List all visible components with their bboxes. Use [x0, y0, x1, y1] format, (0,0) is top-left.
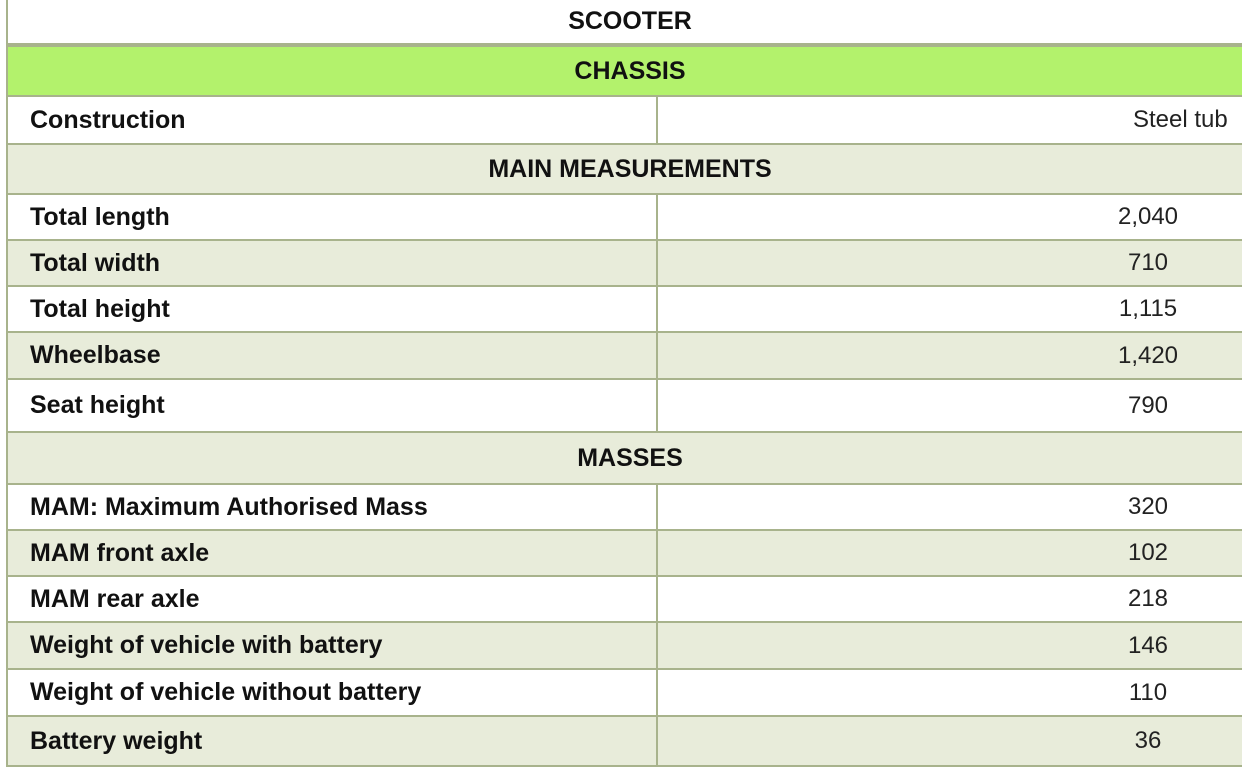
column-divider [656, 97, 658, 143]
row-value: 2,040 [1117, 203, 1179, 230]
title-row: SCOOTER [8, 0, 1242, 47]
data-row: MAM front axle 102 [8, 531, 1242, 577]
row-label: MAM rear axle [30, 584, 200, 613]
column-divider [656, 717, 658, 765]
row-label: Total length [30, 202, 170, 231]
row-value: 1,420 [1117, 341, 1179, 369]
data-row: Total length 2,040 [8, 195, 1242, 241]
data-row: MAM: Maximum Authorised Mass 320 [8, 485, 1242, 531]
section-title: CHASSIS [574, 56, 686, 85]
row-label: Total height [30, 294, 170, 323]
row-label: MAM front axle [30, 538, 210, 567]
column-divider [656, 333, 658, 378]
data-row: MAM rear axle 218 [8, 577, 1242, 623]
row-value: 146 [1127, 631, 1169, 659]
data-row: Seat height 790 [8, 380, 1242, 433]
row-value: 110 [1128, 678, 1168, 706]
left-border [6, 0, 8, 767]
section-row: CHASSIS [8, 47, 1242, 97]
row-label: Battery weight [30, 726, 203, 755]
data-row: Weight of vehicle with battery 146 [8, 623, 1242, 670]
row-value: 320 [1127, 493, 1169, 520]
column-divider [656, 380, 658, 431]
data-row: Wheelbase 1,420 [8, 333, 1242, 380]
data-row: Construction Steel tub [8, 97, 1242, 145]
column-divider [656, 287, 658, 331]
section-row: MAIN MEASUREMENTS [8, 145, 1242, 195]
data-row: Total height 1,115 [8, 287, 1242, 333]
column-divider [656, 623, 658, 668]
row-label: Total width [30, 248, 161, 277]
column-divider [656, 241, 658, 285]
data-row: Battery weight 36 [8, 717, 1242, 767]
column-divider [656, 195, 658, 239]
row-value: 102 [1127, 539, 1169, 566]
row-label: Weight of vehicle with battery [30, 631, 383, 659]
table-title: SCOOTER [568, 7, 692, 35]
row-value: 710 [1127, 249, 1169, 276]
row-value: 1,115 [1118, 295, 1178, 322]
data-row: Total width 710 [8, 241, 1242, 287]
section-title: MAIN MEASUREMENTS [488, 154, 772, 183]
section-row: MASSES [8, 433, 1242, 485]
column-divider [656, 485, 658, 529]
data-row: Weight of vehicle without battery 110 [8, 670, 1242, 717]
row-label: Construction [30, 105, 186, 134]
column-divider [656, 670, 658, 715]
row-value: 36 [1134, 727, 1162, 754]
section-title: MASSES [577, 443, 683, 472]
row-value: 790 [1127, 391, 1169, 419]
row-label: Seat height [30, 391, 165, 419]
row-value: Steel tub [1133, 106, 1228, 133]
column-divider [656, 577, 658, 621]
row-label: Wheelbase [30, 341, 161, 369]
row-label: MAM: Maximum Authorised Mass [30, 492, 428, 521]
column-divider [656, 531, 658, 575]
row-value: 218 [1127, 585, 1169, 612]
row-label: Weight of vehicle without battery [30, 678, 422, 706]
